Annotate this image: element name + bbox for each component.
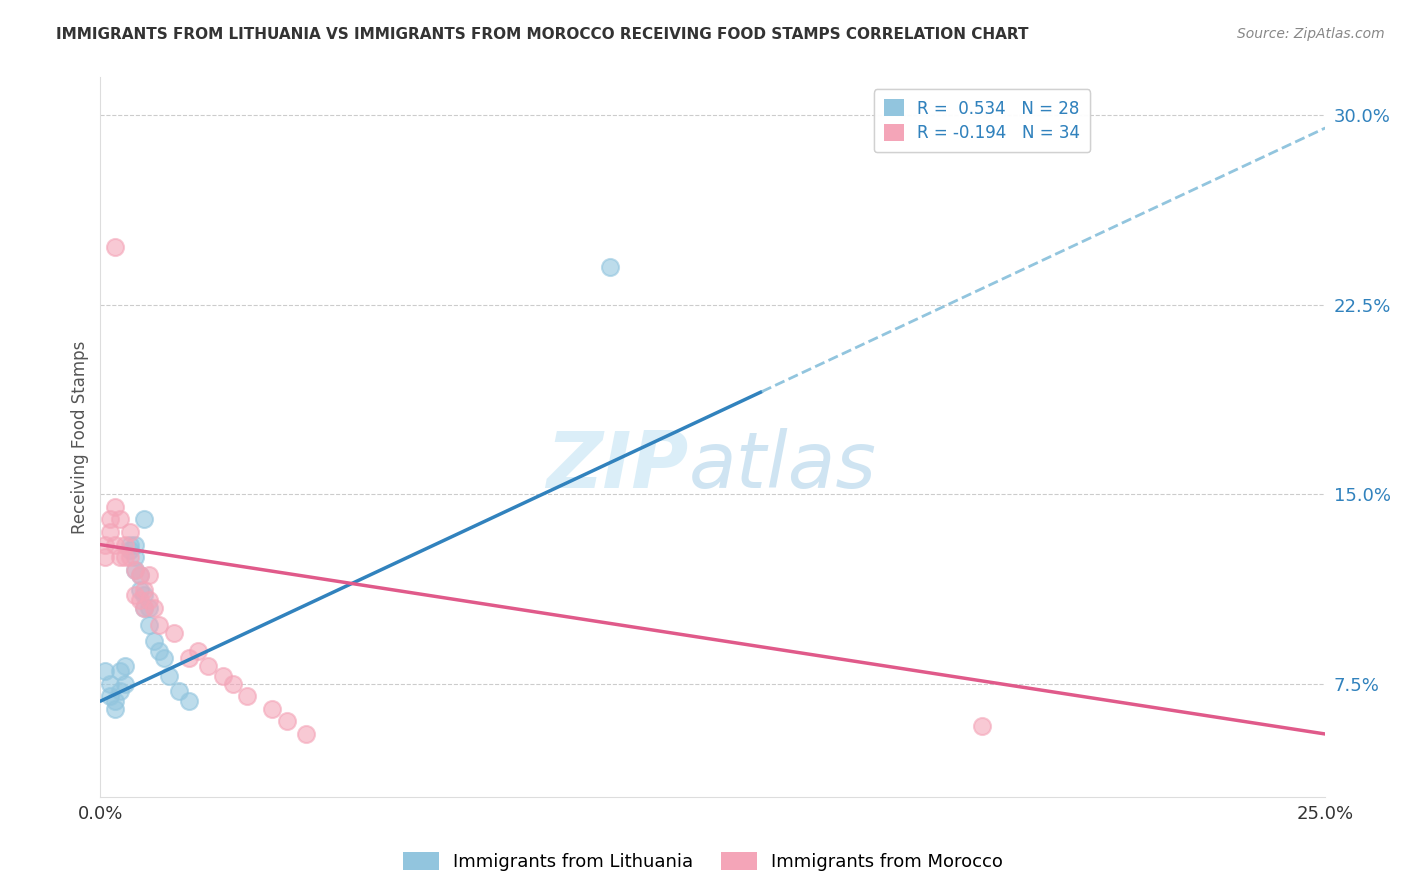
Point	[143, 600, 166, 615]
Text: ZIP: ZIP	[546, 428, 689, 504]
Point	[148, 643, 170, 657]
Point	[260, 702, 283, 716]
Point	[114, 538, 136, 552]
Point	[599, 260, 621, 274]
Point	[221, 676, 243, 690]
Point	[163, 626, 186, 640]
Point	[98, 512, 121, 526]
Point	[187, 643, 209, 657]
Point	[104, 694, 127, 708]
Point	[98, 689, 121, 703]
Point	[295, 727, 318, 741]
Point	[276, 714, 298, 729]
Point	[124, 538, 146, 552]
Point	[134, 512, 156, 526]
Point	[138, 593, 160, 607]
Point	[167, 684, 190, 698]
Point	[124, 588, 146, 602]
Point	[104, 500, 127, 514]
Legend: Immigrants from Lithuania, Immigrants from Morocco: Immigrants from Lithuania, Immigrants fr…	[395, 845, 1011, 879]
Point	[134, 600, 156, 615]
Point	[128, 568, 150, 582]
Text: atlas: atlas	[689, 428, 876, 504]
Point	[108, 550, 131, 565]
Point	[114, 658, 136, 673]
Point	[94, 550, 117, 565]
Text: IMMIGRANTS FROM LITHUANIA VS IMMIGRANTS FROM MOROCCO RECEIVING FOOD STAMPS CORRE: IMMIGRANTS FROM LITHUANIA VS IMMIGRANTS …	[56, 27, 1029, 42]
Point	[124, 563, 146, 577]
Point	[124, 550, 146, 565]
Point	[124, 563, 146, 577]
Point	[972, 719, 994, 733]
Point	[143, 633, 166, 648]
Point	[118, 524, 141, 539]
Point	[118, 542, 141, 557]
Point	[128, 593, 150, 607]
Point	[128, 568, 150, 582]
Point	[108, 512, 131, 526]
Point	[138, 600, 160, 615]
Point	[153, 651, 176, 665]
Point	[114, 550, 136, 565]
Point	[104, 538, 127, 552]
Point	[98, 676, 121, 690]
Point	[118, 550, 141, 565]
Point	[98, 524, 121, 539]
Point	[138, 618, 160, 632]
Point	[177, 651, 200, 665]
Point	[138, 568, 160, 582]
Point	[108, 664, 131, 678]
Point	[94, 664, 117, 678]
Point	[134, 588, 156, 602]
Legend: R =  0.534   N = 28, R = -0.194   N = 34: R = 0.534 N = 28, R = -0.194 N = 34	[875, 89, 1090, 153]
Point	[134, 583, 156, 598]
Point	[128, 583, 150, 598]
Point	[157, 669, 180, 683]
Point	[148, 618, 170, 632]
Point	[236, 689, 259, 703]
Point	[104, 239, 127, 253]
Text: Source: ZipAtlas.com: Source: ZipAtlas.com	[1237, 27, 1385, 41]
Point	[134, 600, 156, 615]
Point	[94, 538, 117, 552]
Point	[114, 676, 136, 690]
Point	[118, 538, 141, 552]
Point	[108, 684, 131, 698]
Point	[211, 669, 233, 683]
Y-axis label: Receiving Food Stamps: Receiving Food Stamps	[72, 341, 89, 534]
Point	[104, 702, 127, 716]
Point	[197, 658, 219, 673]
Point	[177, 694, 200, 708]
